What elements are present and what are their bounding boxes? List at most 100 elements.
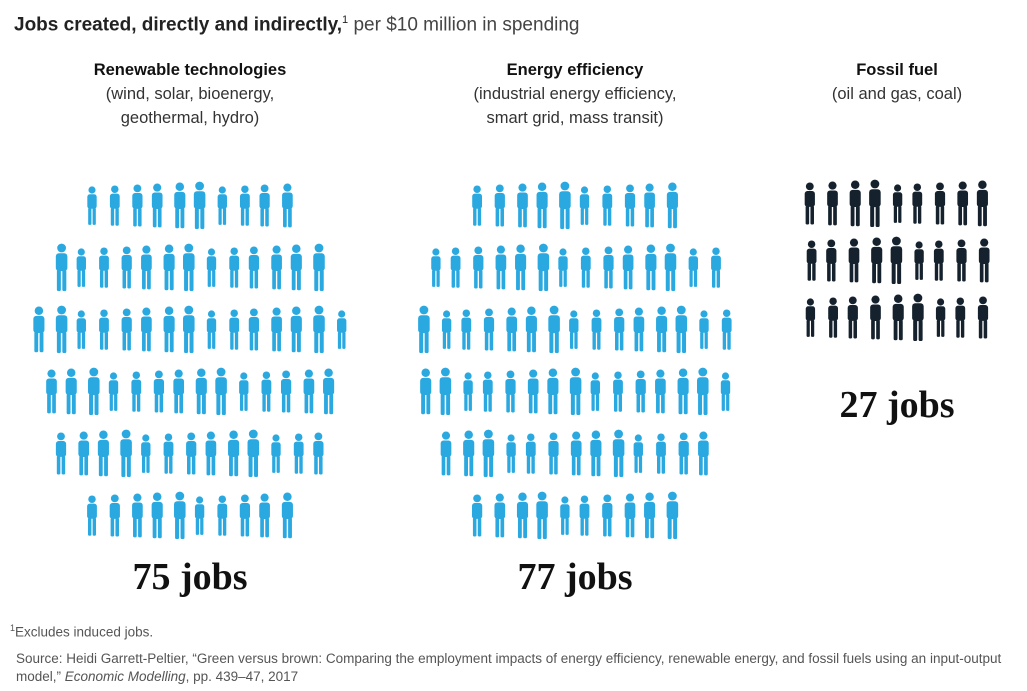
icon-leg (39, 332, 44, 353)
icon-leg (676, 332, 681, 354)
person-icon (612, 429, 625, 478)
icon-leg (613, 393, 618, 412)
icon-leg (262, 393, 266, 412)
icon-head (721, 372, 730, 380)
icon-body (439, 377, 452, 396)
icon-head (207, 248, 216, 256)
icon-head (483, 429, 493, 439)
icon-leg (110, 517, 115, 537)
icon-leg (704, 455, 708, 476)
icon-leg (222, 517, 227, 536)
person-icon (420, 368, 432, 415)
person-icon (570, 431, 582, 476)
icon-body (151, 192, 163, 209)
icon-leg (180, 518, 185, 540)
icon-head (464, 430, 473, 440)
person-icon (183, 305, 195, 354)
icon-leg (542, 208, 547, 229)
icon-body (228, 439, 240, 458)
person-icon (194, 496, 205, 535)
icon-leg (722, 331, 727, 350)
icon-body (46, 378, 57, 395)
icon-leg (570, 394, 575, 416)
person-icon (720, 372, 731, 411)
icon-leg (646, 270, 651, 291)
person-icon (675, 305, 688, 354)
icon-leg (625, 517, 630, 538)
icon-leg (294, 455, 299, 474)
person-icon (239, 372, 249, 411)
icon-leg (526, 455, 531, 474)
icon-body (536, 191, 548, 210)
icon-leg (898, 205, 902, 223)
icon-leg (639, 331, 644, 352)
person-icon (978, 238, 990, 283)
icon-leg (833, 205, 837, 226)
person-icon (240, 185, 250, 226)
icon-leg (62, 332, 67, 354)
icon-leg (827, 262, 831, 282)
icon-leg (560, 208, 565, 230)
person-icon (206, 310, 217, 349)
person-icon (141, 245, 152, 290)
icon-head (282, 370, 291, 379)
icon-body (849, 189, 861, 208)
icon-leg (607, 517, 612, 537)
column-header: Fossil fuel (oil and gas, coal) (737, 58, 1027, 106)
icon-leg (230, 269, 234, 288)
icon-body (506, 442, 516, 457)
icon-body (141, 316, 152, 333)
icon-leg (337, 331, 342, 349)
icon-head (272, 307, 281, 316)
icon-body (293, 441, 304, 457)
icon-head (240, 372, 248, 380)
icon-body (559, 191, 571, 210)
icon-leg (142, 331, 146, 352)
person-icon (217, 186, 227, 225)
icon-head (537, 182, 547, 192)
icon-head (230, 247, 238, 255)
person-icon (46, 369, 57, 414)
icon-leg (597, 331, 601, 350)
icon-head (154, 370, 163, 379)
icon-leg (147, 269, 151, 290)
person-icon (569, 310, 579, 349)
person-icon (174, 491, 186, 540)
person-icon (450, 247, 461, 288)
icon-leg (115, 207, 119, 226)
icon-leg (164, 332, 169, 353)
icon-leg (222, 207, 227, 225)
person-icon (76, 310, 86, 349)
icon-leg (447, 331, 451, 349)
icon-body (517, 192, 528, 209)
person-icon (624, 184, 636, 227)
icon-body (558, 256, 568, 271)
icon-leg (855, 206, 860, 227)
icon-body (580, 255, 591, 271)
icon-leg (918, 320, 923, 342)
icon-head (473, 494, 482, 503)
person-icon (323, 368, 335, 415)
icon-body (76, 256, 86, 271)
icon-leg (81, 331, 86, 349)
icon-head (849, 238, 859, 247)
icon-head (806, 298, 814, 306)
person-icon (580, 247, 591, 288)
icon-head (132, 371, 141, 379)
icon-body (99, 317, 109, 333)
person-icon (613, 371, 623, 412)
person-icon (547, 368, 559, 415)
icon-leg (56, 270, 61, 292)
icon-head (667, 491, 677, 501)
icon-leg (314, 332, 319, 354)
icon-body (827, 190, 838, 207)
person-icon (337, 310, 347, 349)
person-icon (827, 181, 838, 226)
icon-head (871, 295, 880, 304)
icon-head (88, 186, 96, 194)
person-icon (248, 246, 260, 289)
icon-leg (495, 517, 500, 538)
icon-leg (147, 331, 151, 352)
person-icon (558, 248, 568, 287)
icon-leg (104, 269, 109, 288)
